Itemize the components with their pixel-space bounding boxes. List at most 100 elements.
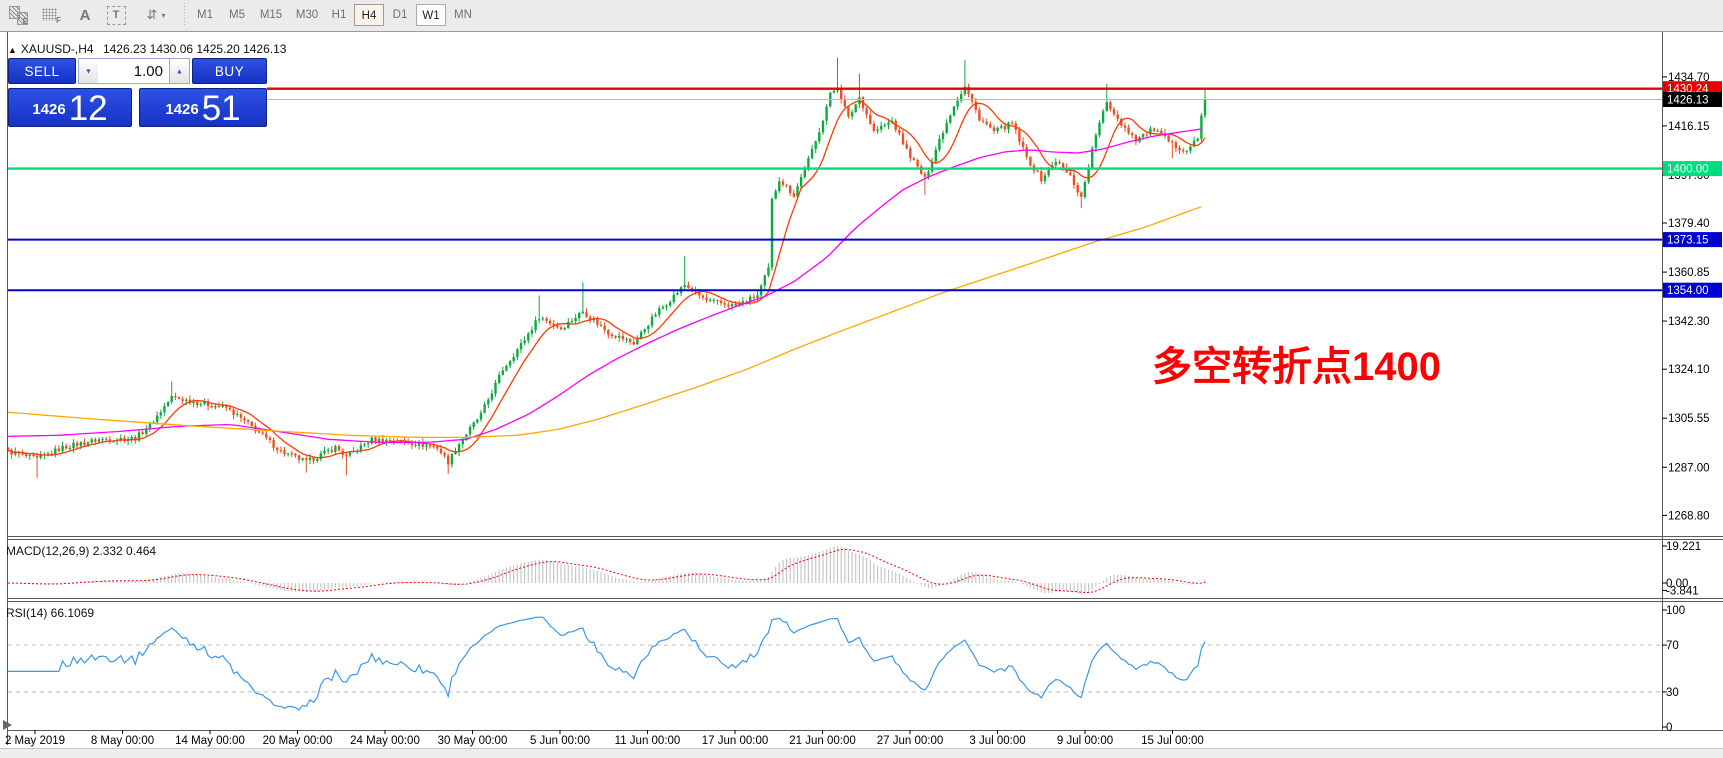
sell-button[interactable]: SELL xyxy=(8,58,76,84)
price-tick-label: 1268.80 xyxy=(1668,510,1710,522)
text-label-icon-letter: A xyxy=(79,6,91,24)
time-tick-label: 3 Jul 00:00 xyxy=(969,735,1025,747)
scroll-marker-icon xyxy=(3,720,12,730)
arrange-arrows-glyph: ⇵ xyxy=(146,7,158,22)
grid-icon[interactable]: F xyxy=(38,3,64,27)
timeframe-button-MN[interactable]: MN xyxy=(454,9,472,21)
toolbar: E F A T ⇵ ▾ M1 M5 M15 M30 H1 H4 D1 W1 MN xyxy=(0,0,1723,32)
macd-histogram xyxy=(7,546,1206,595)
price-badge xyxy=(1663,232,1722,248)
chart-canvas[interactable]: 1434.701416.151397.601379.401360.851342.… xyxy=(0,31,1723,757)
chevron-down-icon: ▾ xyxy=(161,10,166,20)
price-tick-label: 1324.10 xyxy=(1668,364,1710,376)
svg-text:70: 70 xyxy=(1666,640,1679,652)
time-tick-label: 9 Jul 00:00 xyxy=(1057,735,1113,747)
price-badge-label: 1373.15 xyxy=(1667,235,1709,247)
chart-template-icon[interactable]: E xyxy=(5,3,31,27)
time-tick-label: 21 Jun 00:00 xyxy=(789,735,856,747)
price-tick-label: 1342.30 xyxy=(1668,316,1710,328)
ohlc-values: 1426.23 1430.06 1425.20 1426.13 xyxy=(102,42,287,56)
chart-client-area: 1434.701416.151397.601379.401360.851342.… xyxy=(0,31,1723,757)
price-badge xyxy=(1663,92,1722,107)
chart-title: ▲ XAUUSD-,H4 1426.23 1430.06 1425.20 1426… xyxy=(8,42,286,56)
svg-text:0.00: 0.00 xyxy=(1666,578,1688,590)
volume-increase-button[interactable]: ▲ xyxy=(169,58,190,84)
time-axis[interactable]: 2 May 2019 8 May 00:00 14 May 00:00 20 May … xyxy=(5,730,1204,747)
time-tick-label: 24 May 00:00 xyxy=(350,735,420,747)
macd-indicator-label: MACD(12,26,9) 2.332 0.464 xyxy=(6,544,157,558)
time-tick-label: 20 May 00:00 xyxy=(263,735,333,747)
ask-price-stem: 1426 xyxy=(165,101,199,118)
volume-decrease-button[interactable]: ▼ xyxy=(78,58,99,84)
panel-borders xyxy=(0,31,1723,745)
svg-text:30: 30 xyxy=(1666,687,1679,699)
time-tick-label: 27 Jun 00:00 xyxy=(877,735,944,747)
timeframe-button-D1[interactable]: D1 xyxy=(392,9,408,21)
rsi-line xyxy=(8,616,1206,711)
panel-splitter-macd[interactable] xyxy=(0,534,1723,541)
collapse-icon[interactable]: ▲ xyxy=(8,45,17,55)
chart-template-icon-letter: E xyxy=(22,17,28,26)
volume-input[interactable] xyxy=(98,58,169,84)
svg-text:0: 0 xyxy=(1666,722,1672,734)
timeframe-button-H1[interactable]: H1 xyxy=(331,9,347,21)
horizontal-level-lines[interactable] xyxy=(8,87,1662,292)
time-tick-label: 11 Jun 00:00 xyxy=(615,735,681,747)
grid-icon-letter: F xyxy=(56,16,61,25)
moving-averages xyxy=(7,100,1206,459)
symbol-period-label: XAUUSD-,H4 xyxy=(20,42,94,56)
timeframe-button-M5[interactable]: M5 xyxy=(229,9,245,21)
rsi-scale: 100 70 30 0 xyxy=(1662,605,1685,734)
grid-icon-dots xyxy=(42,8,57,21)
chart-template-icon-shape2 xyxy=(17,12,28,25)
price-tick-label: 1416.15 xyxy=(1668,121,1710,133)
timeframe-button-W1[interactable]: W1 xyxy=(416,4,446,26)
time-tick-label: 30 May 00:00 xyxy=(438,735,508,747)
rsi-panel-content xyxy=(8,616,1662,711)
price-badge-label: 1426.13 xyxy=(1667,95,1709,107)
price-tick-label: 1379.40 xyxy=(1668,218,1710,230)
timeframe-button-M15[interactable]: M15 xyxy=(259,9,283,21)
ask-price-display[interactable]: 1426 51 xyxy=(139,88,267,128)
chart-annotation-text: 多空转折点1400 xyxy=(1152,345,1441,389)
text-box-icon-letter: T xyxy=(106,5,126,25)
time-tick-label: 5 Jun 00:00 xyxy=(530,735,590,747)
ask-price-pips: 51 xyxy=(201,89,241,128)
price-badge xyxy=(1663,282,1722,298)
bid-price-display[interactable]: 1426 12 xyxy=(8,88,132,128)
arrange-arrows-icon[interactable]: ⇵ ▾ xyxy=(138,3,174,27)
price-tick-label: 1434.70 xyxy=(1668,72,1710,84)
time-tick-label: 17 Jun 00:00 xyxy=(702,735,769,747)
time-tick-label: 15 Jul 00:00 xyxy=(1141,735,1204,747)
one-click-trading-panel: SELL ▼ ▲ BUY 1426 12 1426 51 xyxy=(8,58,267,128)
buy-button[interactable]: BUY xyxy=(192,58,267,84)
svg-text:-3.841: -3.841 xyxy=(1666,585,1699,597)
time-tick-label: 2 May 2019 xyxy=(5,735,65,747)
spinner-down-icon: ▼ xyxy=(84,67,93,75)
svg-text:100: 100 xyxy=(1666,605,1685,617)
macd-scale: 19.221 0.00-3.841 xyxy=(1662,541,1701,597)
panel-splitter-rsi[interactable] xyxy=(0,597,1723,604)
timeframe-button-M30[interactable]: M30 xyxy=(295,9,319,21)
rsi-indicator-label: RSI(14) 66.1069 xyxy=(6,606,95,620)
price-badge-label: 1354.00 xyxy=(1667,285,1709,297)
macd-signal-line xyxy=(7,548,1206,594)
price-badge-label: 1400.00 xyxy=(1667,164,1709,176)
toolbar-separator xyxy=(182,3,186,27)
bid-price-stem: 1426 xyxy=(32,101,66,118)
timeframe-button-M1[interactable]: M1 xyxy=(197,9,213,21)
price-tick-label: 1305.55 xyxy=(1668,413,1710,425)
text-label-icon[interactable]: A xyxy=(72,3,98,27)
time-tick-label: 8 May 00:00 xyxy=(91,735,154,747)
time-tick-label: 14 May 00:00 xyxy=(175,735,245,747)
svg-text:19.221: 19.221 xyxy=(1666,541,1701,553)
text-box-icon[interactable]: T xyxy=(103,3,129,27)
timeframe-button-H4[interactable]: H4 xyxy=(354,4,384,26)
price-axis[interactable]: 1434.701416.151397.601379.401360.851342.… xyxy=(1662,72,1722,523)
bid-price-pips: 12 xyxy=(68,89,108,128)
spinner-up-icon: ▲ xyxy=(175,67,184,75)
price-badge xyxy=(1663,161,1722,177)
price-tick-label: 1287.00 xyxy=(1668,462,1710,474)
window-bottom-strip xyxy=(0,748,1723,758)
